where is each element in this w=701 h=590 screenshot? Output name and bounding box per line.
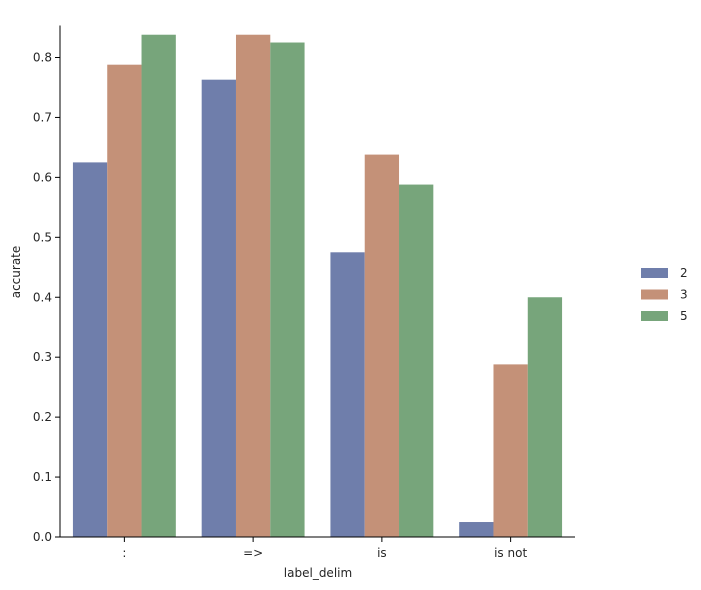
y-tick-label: 0.2 xyxy=(33,410,52,424)
bar-series-5-cat-2 xyxy=(399,184,434,537)
y-tick-label: 0.5 xyxy=(33,230,52,244)
bar-series-5-cat-0 xyxy=(141,34,176,537)
y-tick-label: 0.0 xyxy=(33,530,52,544)
x-tick-label: is xyxy=(377,546,387,560)
x-tick-label: is not xyxy=(494,546,527,560)
legend-label-5: 5 xyxy=(680,309,688,323)
bar-series-3-cat-1 xyxy=(235,34,271,537)
bar-series-5-cat-1 xyxy=(270,42,305,538)
legend-swatch-2 xyxy=(641,268,668,278)
bar-series-2-cat-3 xyxy=(459,522,494,537)
y-tick-label: 0.1 xyxy=(33,470,52,484)
x-tick-label: : xyxy=(122,546,126,560)
bar-series-5-cat-3 xyxy=(527,297,563,537)
legend: 2 3 5 xyxy=(641,266,688,323)
x-axis: : => is is not xyxy=(60,536,575,560)
y-tick-label: 0.3 xyxy=(33,350,52,364)
bar-series-2-cat-0 xyxy=(72,162,108,537)
y-tick-label: 0.7 xyxy=(33,110,52,124)
bar-series-3-cat-0 xyxy=(107,64,142,537)
y-tick-label: 0.4 xyxy=(33,290,52,304)
legend-swatch-5 xyxy=(641,311,668,321)
y-axis: 0.0 0.1 0.2 0.3 0.4 0.5 0.6 0.7 0.8 xyxy=(33,25,61,544)
x-axis-label: label_delim xyxy=(284,566,352,580)
bar-series-2-cat-1 xyxy=(201,79,236,538)
bars-group xyxy=(72,34,563,538)
x-tick-label: => xyxy=(243,546,263,560)
bar-series-3-cat-2 xyxy=(364,154,400,537)
y-tick-label: 0.6 xyxy=(33,170,52,184)
legend-label-3: 3 xyxy=(680,288,688,302)
bar-series-3-cat-3 xyxy=(493,364,528,537)
bar-series-2-cat-2 xyxy=(330,252,365,538)
y-axis-label: accurate xyxy=(9,246,23,299)
legend-swatch-3 xyxy=(641,289,668,300)
legend-label-2: 2 xyxy=(680,266,688,280)
y-tick-label: 0.8 xyxy=(33,51,52,65)
